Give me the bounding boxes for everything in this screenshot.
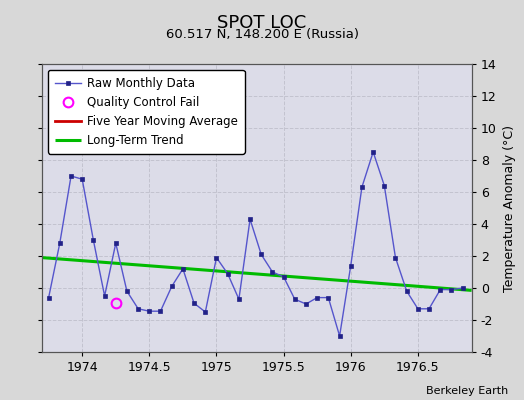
Text: 60.517 N, 148.200 E (Russia): 60.517 N, 148.200 E (Russia)	[166, 28, 358, 41]
Raw Monthly Data	[280, 274, 287, 279]
Raw Monthly Data	[449, 287, 455, 292]
Raw Monthly Data	[370, 150, 376, 154]
Raw Monthly Data	[169, 284, 175, 289]
Raw Monthly Data	[414, 306, 421, 311]
Raw Monthly Data	[180, 266, 186, 271]
Raw Monthly Data	[381, 183, 387, 188]
Raw Monthly Data	[258, 252, 264, 257]
Text: Berkeley Earth: Berkeley Earth	[426, 386, 508, 396]
Raw Monthly Data	[269, 270, 276, 274]
Legend: Raw Monthly Data, Quality Control Fail, Five Year Moving Average, Long-Term Tren: Raw Monthly Data, Quality Control Fail, …	[48, 70, 245, 154]
Raw Monthly Data	[314, 295, 320, 300]
Raw Monthly Data	[403, 289, 410, 294]
Raw Monthly Data	[437, 287, 443, 292]
Raw Monthly Data	[336, 334, 343, 338]
Line: Raw Monthly Data: Raw Monthly Data	[47, 150, 465, 338]
Raw Monthly Data	[359, 185, 365, 190]
Raw Monthly Data	[303, 302, 309, 306]
Raw Monthly Data	[213, 255, 220, 260]
Raw Monthly Data	[90, 238, 96, 242]
Raw Monthly Data	[79, 177, 85, 182]
Raw Monthly Data	[460, 286, 466, 290]
Raw Monthly Data	[113, 241, 119, 246]
Raw Monthly Data	[146, 309, 152, 314]
Raw Monthly Data	[325, 295, 332, 300]
Raw Monthly Data	[292, 297, 298, 302]
Raw Monthly Data	[46, 295, 52, 300]
Raw Monthly Data	[202, 310, 209, 314]
Y-axis label: Temperature Anomaly (°C): Temperature Anomaly (°C)	[504, 124, 517, 292]
Raw Monthly Data	[191, 301, 197, 306]
Raw Monthly Data	[157, 309, 163, 314]
Raw Monthly Data	[236, 297, 242, 302]
Raw Monthly Data	[68, 174, 74, 178]
Raw Monthly Data	[347, 263, 354, 268]
Raw Monthly Data	[102, 294, 108, 298]
Raw Monthly Data	[392, 255, 399, 260]
Raw Monthly Data	[57, 241, 63, 246]
Raw Monthly Data	[124, 289, 130, 294]
Text: SPOT LOC: SPOT LOC	[217, 14, 307, 32]
Raw Monthly Data	[135, 306, 141, 311]
Raw Monthly Data	[224, 271, 231, 276]
Raw Monthly Data	[247, 217, 253, 222]
Raw Monthly Data	[426, 306, 432, 311]
